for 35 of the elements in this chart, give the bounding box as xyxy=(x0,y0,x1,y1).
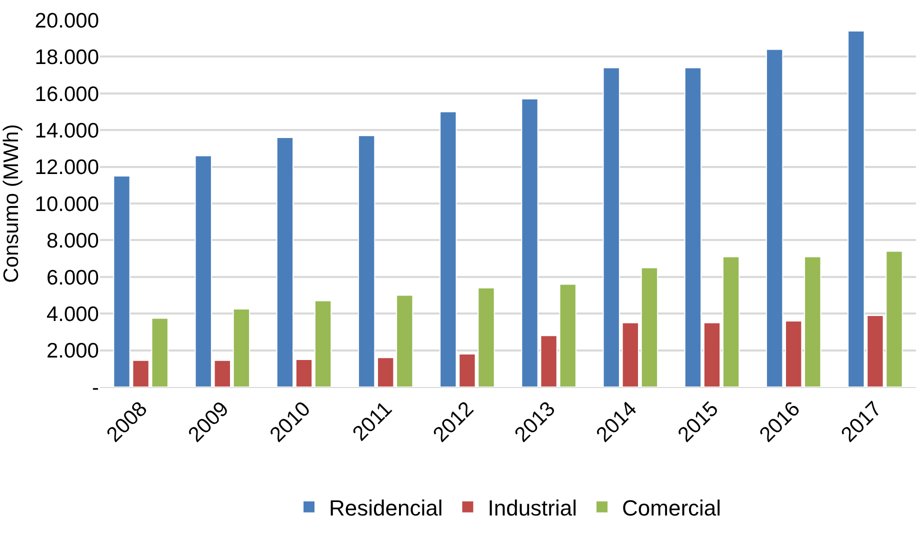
bar xyxy=(722,256,740,387)
bar xyxy=(377,357,394,387)
bar xyxy=(276,136,294,387)
bar xyxy=(396,294,414,387)
bar xyxy=(640,267,658,387)
y-axis-title: Consumo (MWh) xyxy=(0,124,23,283)
bar xyxy=(314,300,332,387)
bar xyxy=(785,320,802,387)
y-tick-label: 10.000 xyxy=(34,192,99,216)
y-tick-label: 6.000 xyxy=(46,266,99,290)
bar xyxy=(622,322,639,387)
y-tick-label: 18.000 xyxy=(34,46,99,70)
bar xyxy=(151,318,168,387)
y-tick-label: 14.000 xyxy=(34,119,99,142)
bar xyxy=(295,358,313,387)
bar xyxy=(766,48,784,387)
y-tick-label: - xyxy=(92,376,99,400)
y-tick-label: 16.000 xyxy=(34,82,99,106)
legend-label: Comercial xyxy=(622,495,722,520)
bar xyxy=(684,67,702,387)
y-tick-label: 2.000 xyxy=(46,340,99,363)
y-tick-label: 8.000 xyxy=(46,230,99,253)
bar xyxy=(232,308,250,387)
legend-label: Industrial xyxy=(488,495,578,520)
y-tick-label: 4.000 xyxy=(46,302,99,326)
bar xyxy=(559,284,576,387)
bar xyxy=(214,360,231,387)
bar xyxy=(358,135,376,387)
bar xyxy=(194,155,212,387)
y-tick-label: 12.000 xyxy=(34,156,99,180)
bar xyxy=(804,256,822,387)
legend-label: Residencial xyxy=(329,495,443,520)
bar xyxy=(602,67,620,387)
y-tick-label: 20.000 xyxy=(34,9,99,32)
bar xyxy=(703,322,721,387)
